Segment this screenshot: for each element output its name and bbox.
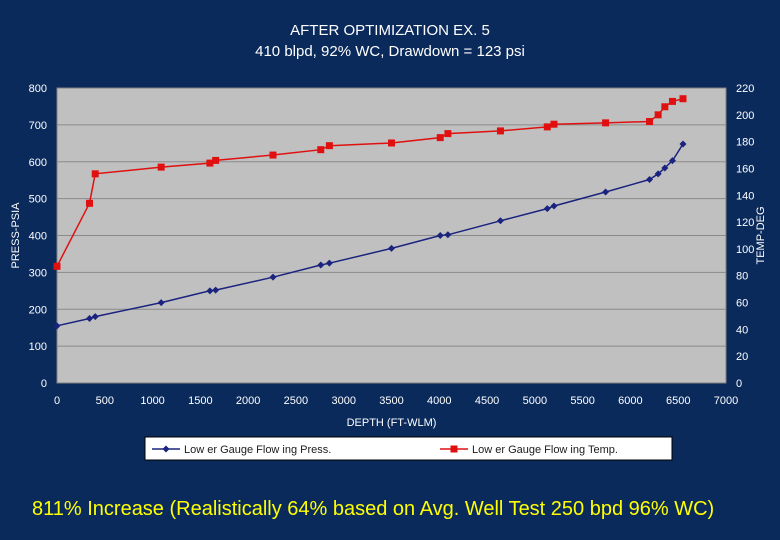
y-tick-label: 600	[29, 157, 47, 169]
x-tick-label: 4500	[475, 395, 499, 407]
pressure-data-point	[317, 261, 325, 269]
pressure-data-point	[496, 217, 504, 225]
temperature-data-point	[444, 130, 452, 138]
y-tick-label: 100	[29, 341, 47, 353]
temperature-data-point	[661, 103, 669, 111]
x-tick-label: 0	[54, 395, 60, 407]
y2-tick-label: 120	[736, 217, 754, 229]
y2-tick-label: 0	[736, 378, 742, 390]
y2-axis-label: TEMP-DEG	[755, 206, 767, 264]
y-tick-label: 800	[29, 83, 47, 95]
pressure-data-point	[679, 140, 687, 148]
pressure-data-point	[602, 188, 610, 196]
y2-tick-label: 80	[736, 271, 748, 283]
y2-tick-label: 20	[736, 351, 748, 363]
temperature-data-point	[53, 262, 61, 270]
temperature-data-point	[91, 170, 99, 178]
pressure-data-point	[444, 231, 452, 239]
y-axis-label: PRESS-PSIA	[10, 202, 22, 269]
pressure-data-point	[543, 205, 551, 213]
legend-marker	[162, 445, 170, 453]
chart: 0 100 200 300 400 500 600 700 800 0 20 40 60 80 100 120…	[10, 83, 767, 461]
temperature-data-point	[206, 159, 214, 167]
pressure-data-point	[53, 322, 61, 330]
pressure-data-point	[325, 259, 333, 267]
temperature-data-point	[646, 118, 654, 126]
x-tick-label: 1500	[188, 395, 212, 407]
pressure-data-point	[436, 232, 444, 239]
temperature-data-point	[543, 123, 551, 131]
y2-tick-label: 220	[736, 83, 754, 95]
y-tick-label: 200	[29, 304, 47, 316]
chart-title: AFTER OPTIMIZATION EX. 5	[290, 22, 490, 39]
temperature-data-point	[654, 111, 662, 119]
y-tick-label: 700	[29, 120, 47, 132]
y-tick-label: 0	[41, 378, 47, 390]
legend-label: Low er Gauge Flow ing Press.	[184, 444, 331, 456]
y2-tick-label: 60	[736, 298, 748, 310]
temperature-data-point	[212, 156, 220, 164]
pressure-data-point	[212, 286, 220, 294]
pressure-data-point	[646, 175, 654, 183]
y2-tick-label: 140	[736, 190, 754, 202]
legend-marker	[450, 445, 458, 453]
temperature-data-point	[317, 146, 325, 154]
temperature-data-point	[679, 95, 687, 103]
y-tick-label: 500	[29, 194, 47, 206]
temperature-data-point	[157, 163, 165, 171]
temperature-data-point	[85, 199, 93, 207]
x-tick-label: 5000	[523, 395, 547, 407]
pressure-data-point	[654, 170, 662, 178]
x-tick-label: 6000	[618, 395, 642, 407]
x-tick-label: 7000	[714, 395, 738, 407]
pressure-data-point	[206, 287, 214, 295]
y2-tick-label: 180	[736, 137, 754, 149]
x-tick-label: 6500	[666, 395, 690, 407]
pressure-data-point	[668, 157, 676, 165]
x-axis-label: DEPTH (FT-WLM)	[347, 417, 437, 429]
temperature-data-point	[668, 97, 676, 105]
pressure-data-point	[269, 273, 277, 281]
pressure-data-point	[550, 202, 558, 210]
y2-tick-label: 200	[736, 110, 754, 122]
y-tick-label: 300	[29, 267, 47, 279]
temperature-data-point	[269, 151, 277, 159]
x-tick-label: 500	[96, 395, 114, 407]
y-tick-label: 400	[29, 231, 47, 243]
y2-tick-label: 40	[736, 324, 748, 336]
pressure-data-point	[157, 299, 165, 307]
pressure-data-point	[661, 164, 669, 172]
temperature-data-point	[436, 134, 444, 142]
pressure-data-point	[85, 314, 93, 322]
pressure-data-point	[91, 313, 99, 321]
caption-text: 811% Increase (Realistically 64% based o…	[32, 498, 715, 520]
temperature-data-point	[550, 120, 558, 128]
legend-box	[144, 436, 673, 461]
legend-label: Low er Gauge Flow ing Temp.	[472, 444, 618, 456]
x-tick-label: 4000	[427, 395, 451, 407]
temperature-data-point	[388, 139, 395, 147]
x-tick-label: 1000	[140, 395, 164, 407]
temperature-data-point	[602, 119, 610, 127]
chart-subtitle: 410 blpd, 92% WC, Drawdown = 123 psi	[255, 43, 525, 60]
x-tick-label: 2000	[236, 395, 260, 407]
x-tick-label: 5500	[570, 395, 594, 407]
temperature-data-point	[325, 142, 333, 150]
x-tick-label: 3500	[379, 395, 403, 407]
x-tick-label: 2500	[284, 395, 308, 407]
pressure-data-point	[388, 244, 395, 252]
y2-tick-label: 160	[736, 163, 754, 175]
x-tick-label: 3000	[331, 395, 355, 407]
temperature-data-point	[496, 127, 504, 135]
y2-tick-label: 100	[736, 244, 754, 256]
